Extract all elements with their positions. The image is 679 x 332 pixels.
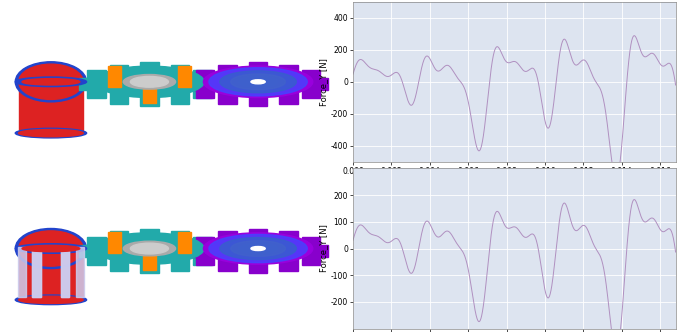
- Ellipse shape: [220, 71, 296, 93]
- FancyBboxPatch shape: [302, 237, 320, 249]
- FancyBboxPatch shape: [171, 92, 189, 104]
- Ellipse shape: [231, 241, 285, 256]
- Ellipse shape: [22, 245, 80, 252]
- FancyBboxPatch shape: [302, 253, 320, 265]
- FancyBboxPatch shape: [88, 70, 106, 82]
- Ellipse shape: [209, 234, 308, 263]
- FancyBboxPatch shape: [110, 231, 128, 243]
- FancyBboxPatch shape: [179, 66, 191, 87]
- FancyBboxPatch shape: [280, 231, 298, 243]
- FancyBboxPatch shape: [110, 92, 128, 104]
- Ellipse shape: [95, 66, 204, 98]
- FancyBboxPatch shape: [196, 86, 215, 98]
- FancyBboxPatch shape: [143, 83, 155, 104]
- FancyBboxPatch shape: [88, 253, 106, 265]
- FancyBboxPatch shape: [310, 78, 329, 90]
- Ellipse shape: [251, 80, 265, 84]
- FancyBboxPatch shape: [109, 66, 121, 87]
- Ellipse shape: [16, 128, 87, 138]
- FancyBboxPatch shape: [249, 94, 268, 106]
- Ellipse shape: [247, 79, 269, 85]
- Ellipse shape: [231, 74, 285, 90]
- FancyBboxPatch shape: [302, 70, 320, 82]
- FancyBboxPatch shape: [202, 78, 220, 90]
- FancyBboxPatch shape: [171, 64, 189, 76]
- FancyBboxPatch shape: [61, 247, 69, 296]
- FancyBboxPatch shape: [302, 86, 320, 98]
- Ellipse shape: [19, 231, 84, 266]
- FancyBboxPatch shape: [196, 253, 215, 265]
- FancyBboxPatch shape: [310, 245, 329, 257]
- FancyBboxPatch shape: [219, 92, 237, 104]
- Y-axis label: Force_Y [N]: Force_Y [N]: [319, 224, 328, 273]
- FancyBboxPatch shape: [141, 229, 159, 241]
- FancyBboxPatch shape: [18, 247, 26, 296]
- FancyBboxPatch shape: [19, 82, 84, 133]
- FancyBboxPatch shape: [196, 70, 215, 82]
- FancyBboxPatch shape: [219, 259, 237, 271]
- FancyBboxPatch shape: [76, 247, 84, 296]
- FancyBboxPatch shape: [194, 253, 212, 265]
- FancyBboxPatch shape: [171, 231, 189, 243]
- Ellipse shape: [16, 62, 87, 102]
- FancyBboxPatch shape: [280, 92, 298, 104]
- FancyBboxPatch shape: [219, 231, 237, 243]
- Ellipse shape: [247, 245, 269, 252]
- FancyBboxPatch shape: [194, 86, 212, 98]
- Ellipse shape: [22, 79, 80, 85]
- FancyBboxPatch shape: [188, 78, 206, 90]
- FancyBboxPatch shape: [141, 261, 159, 273]
- Ellipse shape: [16, 77, 87, 87]
- FancyBboxPatch shape: [194, 70, 212, 82]
- Ellipse shape: [124, 241, 176, 256]
- Ellipse shape: [95, 233, 204, 264]
- Y-axis label: Force_Y [N]: Force_Y [N]: [319, 58, 328, 106]
- Ellipse shape: [16, 295, 87, 305]
- FancyBboxPatch shape: [188, 245, 206, 257]
- FancyBboxPatch shape: [249, 261, 268, 273]
- Ellipse shape: [19, 296, 84, 303]
- FancyBboxPatch shape: [61, 247, 69, 296]
- Ellipse shape: [239, 243, 277, 254]
- FancyBboxPatch shape: [19, 249, 84, 300]
- Ellipse shape: [19, 64, 84, 100]
- Ellipse shape: [204, 233, 313, 264]
- Ellipse shape: [16, 244, 87, 253]
- FancyBboxPatch shape: [249, 229, 268, 241]
- FancyBboxPatch shape: [196, 237, 215, 249]
- FancyBboxPatch shape: [88, 237, 106, 249]
- Ellipse shape: [204, 66, 313, 98]
- FancyBboxPatch shape: [141, 94, 159, 106]
- FancyBboxPatch shape: [109, 232, 121, 253]
- FancyBboxPatch shape: [110, 259, 128, 271]
- Ellipse shape: [220, 237, 296, 260]
- Ellipse shape: [130, 76, 168, 87]
- FancyBboxPatch shape: [143, 249, 155, 270]
- FancyBboxPatch shape: [141, 62, 159, 74]
- FancyBboxPatch shape: [171, 259, 189, 271]
- Ellipse shape: [124, 74, 176, 89]
- FancyBboxPatch shape: [110, 64, 128, 76]
- Ellipse shape: [16, 228, 87, 269]
- Ellipse shape: [130, 243, 168, 254]
- Ellipse shape: [209, 68, 308, 96]
- FancyBboxPatch shape: [79, 245, 98, 257]
- FancyBboxPatch shape: [33, 247, 41, 296]
- Ellipse shape: [19, 129, 84, 137]
- FancyBboxPatch shape: [219, 64, 237, 76]
- X-axis label: Time [sec]: Time [sec]: [492, 179, 536, 188]
- FancyBboxPatch shape: [33, 247, 41, 296]
- FancyBboxPatch shape: [88, 86, 106, 98]
- FancyBboxPatch shape: [79, 78, 98, 90]
- FancyBboxPatch shape: [280, 259, 298, 271]
- Ellipse shape: [239, 76, 277, 87]
- Ellipse shape: [251, 246, 265, 251]
- FancyBboxPatch shape: [179, 232, 191, 253]
- FancyBboxPatch shape: [194, 237, 212, 249]
- FancyBboxPatch shape: [280, 64, 298, 76]
- FancyBboxPatch shape: [202, 245, 220, 257]
- FancyBboxPatch shape: [249, 62, 268, 74]
